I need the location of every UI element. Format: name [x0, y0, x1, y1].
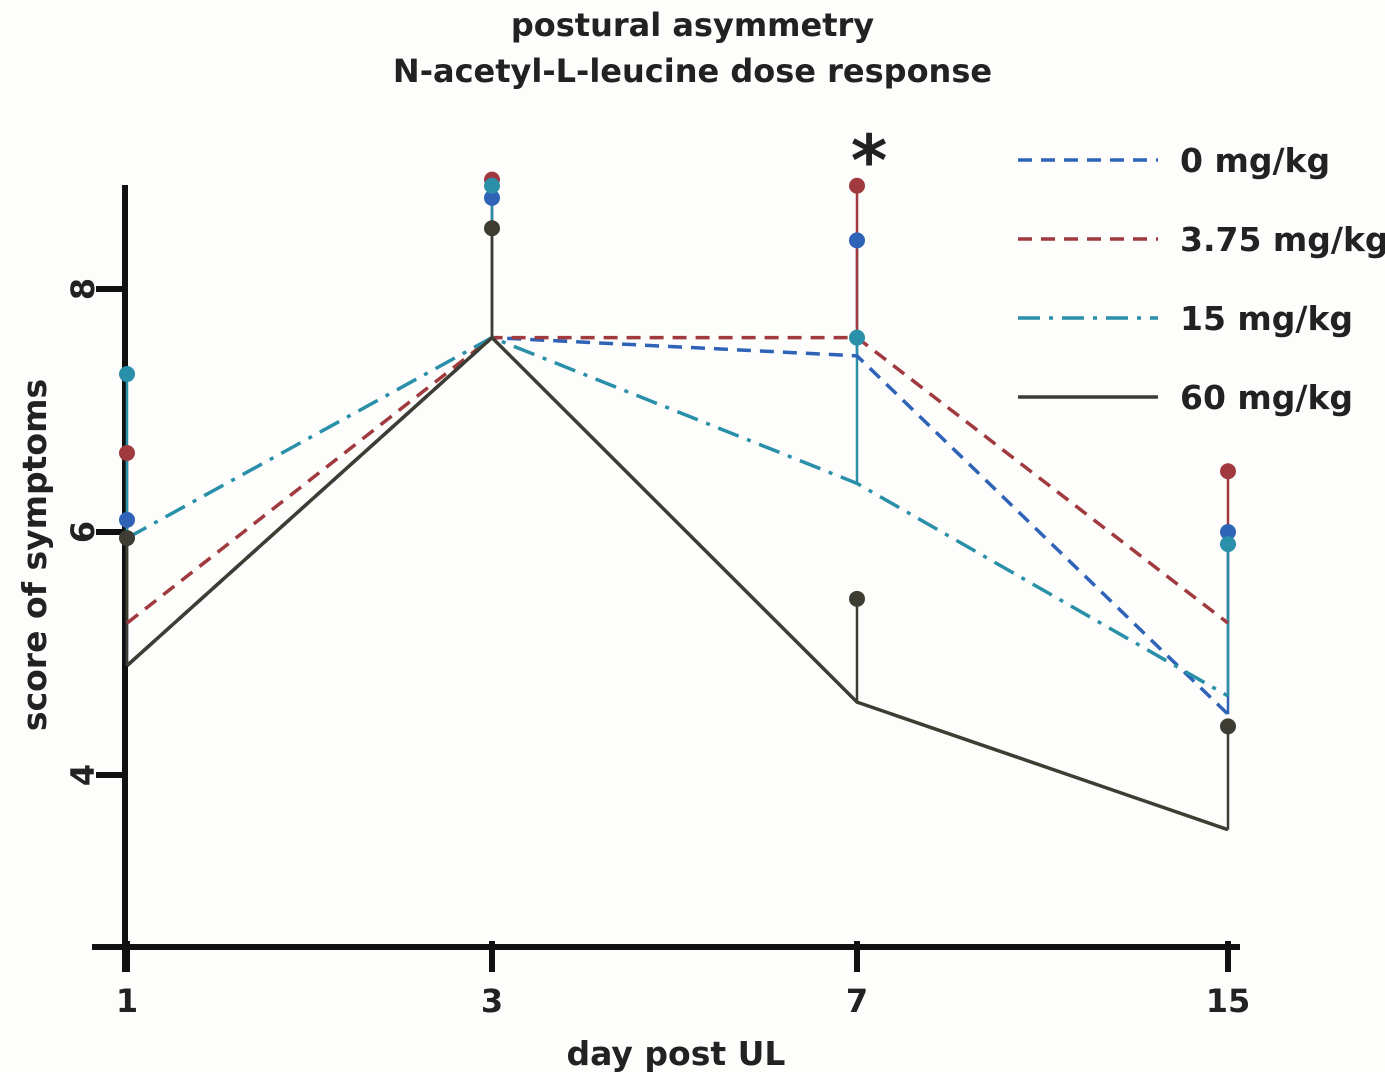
error-cap-s2-3 — [484, 177, 500, 194]
x-tick-label-15: 15 — [1206, 982, 1251, 1020]
series-line-3 — [125, 335, 1229, 832]
series-line-1 — [125, 335, 1230, 625]
error-cap-s2-15 — [1220, 536, 1236, 553]
error-cap-s1-7 — [849, 177, 865, 194]
error-cap-s1-15 — [1220, 463, 1236, 480]
y-axis-title: score of symptoms — [15, 379, 54, 731]
error-cap-s2-1 — [119, 366, 135, 383]
series-line-0 — [125, 335, 1230, 716]
legend-label-2: 15 mg/kg — [1180, 299, 1353, 338]
y-tick-label-8: 8 — [64, 278, 102, 300]
error-cap-s0-1 — [119, 511, 135, 528]
x-axis-title: day post UL — [567, 1034, 786, 1072]
legend-label-3: 60 mg/kg — [1180, 378, 1353, 417]
error-cap-s0-3 — [484, 189, 500, 206]
chart-subtitle: N-acetyl-L-leucine dose response — [392, 52, 993, 90]
error-cap-s0-15 — [1220, 524, 1236, 540]
y-tick-label-4: 4 — [64, 764, 102, 786]
error-cap-s0-7 — [849, 232, 865, 249]
error-cap-s1-1 — [119, 445, 135, 462]
legend-label-0: 0 mg/kg — [1180, 141, 1330, 180]
y-tick-label-6: 6 — [64, 521, 102, 543]
error-cap-s3-1 — [119, 530, 135, 547]
error-cap-s3-7 — [849, 590, 865, 607]
error-cap-s2-7 — [849, 329, 865, 346]
x-tick-label-3: 3 — [481, 982, 503, 1020]
x-tick-label-1: 1 — [116, 982, 138, 1020]
x-tick-label-7: 7 — [846, 982, 868, 1020]
error-cap-s3-3 — [484, 220, 500, 237]
error-cap-s3-15 — [1220, 718, 1236, 735]
significance-asterisk: * — [851, 120, 888, 202]
series-line-2 — [126, 335, 1229, 698]
chart-title: postural asymmetry — [510, 6, 875, 44]
legend-label-1: 3.75 mg/kg — [1180, 220, 1385, 259]
